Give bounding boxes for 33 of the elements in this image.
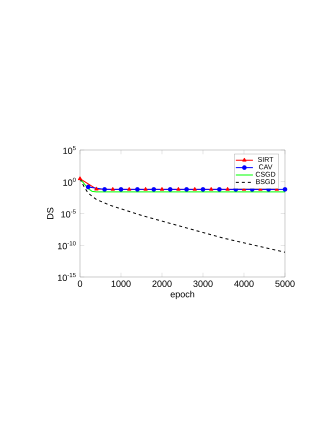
point (127, 187, 132, 191)
point (151, 187, 156, 192)
point (192, 187, 197, 191)
y-tick-label: 10$^{5}$ (63, 146, 76, 154)
point (118, 187, 124, 192)
x-tick-label: 3000 (193, 280, 213, 287)
point (226, 187, 230, 191)
y-tick-label: 10$^{-10}$ (58, 241, 76, 250)
point (102, 187, 107, 192)
point (217, 187, 222, 192)
point (209, 187, 214, 191)
y-tick-label: 10$^{0}$ (63, 178, 76, 186)
point (184, 187, 189, 192)
point (144, 187, 148, 191)
x-tick-label: 1000 (112, 280, 131, 287)
point (135, 187, 140, 192)
point (78, 176, 82, 180)
point (110, 187, 115, 191)
y-tick-label: 10$^{-5}$ (61, 209, 76, 218)
x-tick-label: 4000 (234, 280, 254, 287)
point (86, 184, 90, 190)
x-tick-label: 2000 (152, 280, 172, 287)
x-tick-label: 5000 (275, 280, 295, 287)
point (282, 187, 288, 192)
y-axis-title: DS (47, 208, 54, 220)
point (176, 187, 180, 191)
x-tick-label: 0 (78, 280, 82, 287)
point (200, 187, 206, 192)
point (94, 186, 98, 190)
point (160, 187, 164, 191)
y-tick-label: 10$^{-15}$ (58, 272, 76, 282)
x-axis-title: epoch (170, 290, 194, 300)
point (168, 187, 172, 192)
